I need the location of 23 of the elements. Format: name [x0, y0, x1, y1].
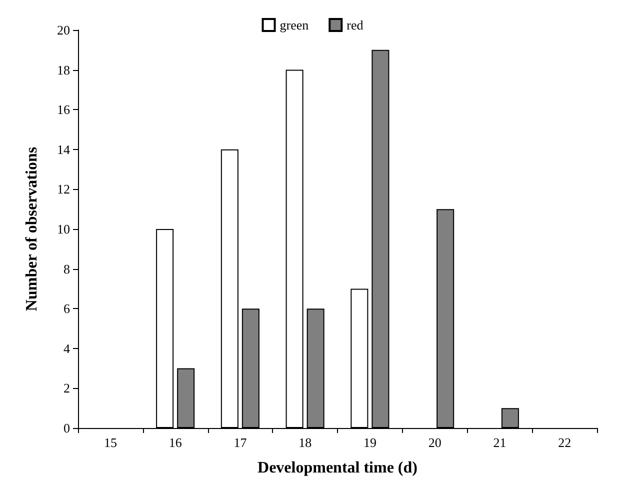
y-tick-label: 16	[57, 102, 70, 118]
legend-label: red	[346, 18, 364, 32]
x-tick-label: 15	[104, 435, 117, 450]
x-tick-label: 19	[363, 435, 376, 450]
y-tick-label: 14	[57, 142, 70, 157]
y-axis-title: Number of observations	[24, 146, 40, 312]
y-tick-label: 2	[64, 380, 70, 396]
x-axis-title: Developmental time (d)	[258, 460, 418, 476]
y-tick-label: 0	[64, 420, 70, 436]
y-tick-label: 20	[57, 22, 70, 38]
legend-label: green	[280, 18, 310, 32]
x-tick-label: 17	[234, 435, 248, 450]
x-tick-label: 22	[558, 435, 572, 450]
y-tick-label: 10	[57, 222, 70, 236]
y-tick-label: 8	[64, 261, 70, 276]
x-tick-label: 16	[168, 435, 182, 450]
x-tick-label: 21	[493, 435, 506, 450]
y-tick-label: 4	[64, 340, 70, 356]
x-tick-label: 20	[428, 435, 442, 450]
x-tick-label: 18	[298, 435, 312, 450]
y-tick-label: 12	[57, 182, 70, 197]
y-tick-label: 18	[57, 62, 70, 78]
y-tick-label: 6	[64, 301, 70, 316]
